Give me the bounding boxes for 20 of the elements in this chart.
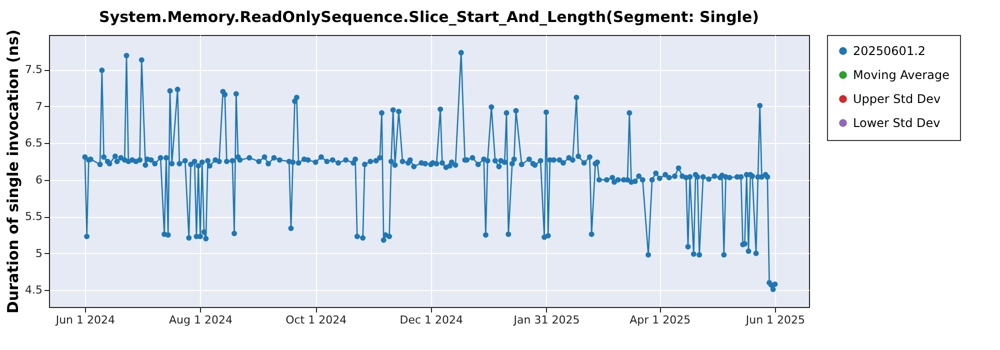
x-tick-label: Jan 31 2025 [512,314,580,326]
x-tick-label: Apr 1 2025 [630,314,691,326]
y-tick-label: 5.5 [25,210,42,224]
y-tick-label: 4.5 [25,284,42,297]
y-tick-label: 7.5 [25,63,42,76]
chart-title: System.Memory.ReadOnlySequence.Slice_Start_And_Length(Segment: Single) [99,8,759,26]
y-axis-title: Duration of single invocation (ns) [4,30,22,314]
y-tick-label: 5 [36,246,42,260]
legend-label: Upper Std Dev [853,92,941,106]
y-tick-label: 6.5 [25,136,42,150]
y-tick-label: 7 [36,100,42,113]
legend-label: Lower Std Dev [853,116,940,130]
x-tick-label: Jun 1 2025 [744,314,806,326]
x-tick-label: Aug 1 2024 [169,314,232,326]
y-tick-label: 6 [36,173,42,186]
legend-label: Moving Average [853,68,950,82]
x-tick-label: Dec 1 2024 [400,314,464,326]
x-tick-label: Oct 1 2024 [286,314,347,326]
legend-label: 20250601.2 [853,44,926,58]
x-tick-label: Jun 1 2024 [54,314,116,326]
